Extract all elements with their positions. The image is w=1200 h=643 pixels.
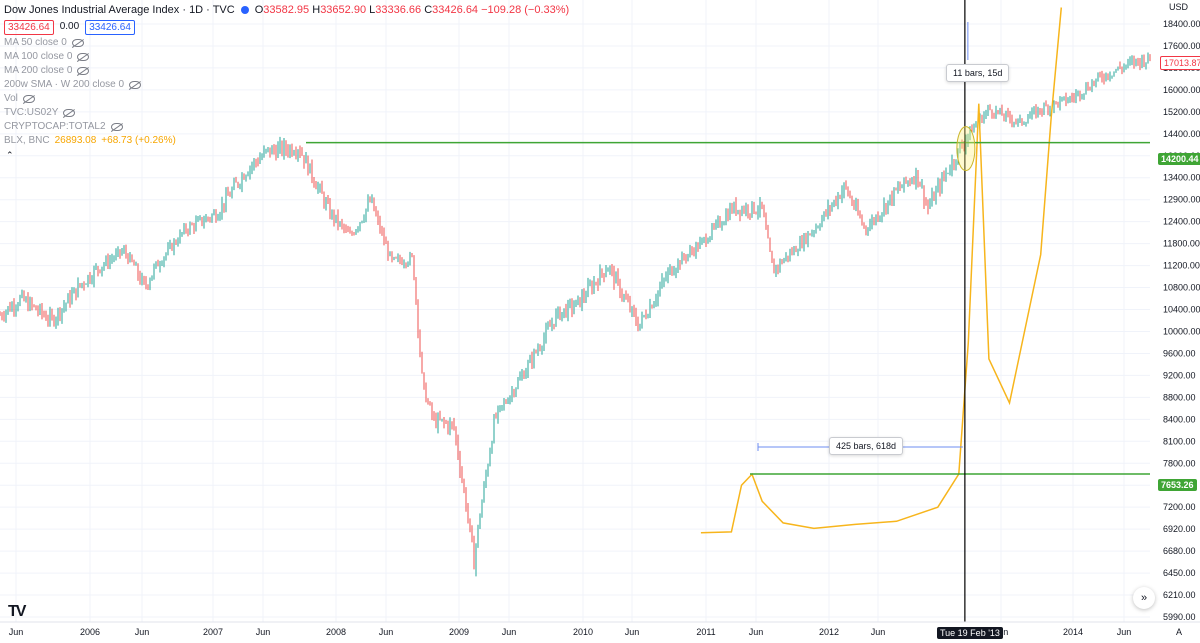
chart-overlay — [306, 0, 1150, 622]
blx-legend-row[interactable]: BLX, BNC 26893.08 +68.73 (+0.26%) — [4, 135, 176, 146]
time-tick-label: 2010 — [573, 627, 593, 637]
time-tick-label: Jun — [135, 627, 150, 637]
indicator-row[interactable]: MA 200 close 0 — [4, 64, 569, 78]
price-tick-label: 7800.00 — [1163, 458, 1196, 468]
highlight-ellipse — [956, 126, 976, 172]
crosshair-date-tag: Tue 19 Feb '13 — [937, 627, 1003, 639]
blx-line — [700, 7, 1063, 534]
indicator-row[interactable]: MA 100 close 0 — [4, 50, 569, 64]
market-status-icon — [240, 5, 249, 14]
price-tick-label: 18400.00 — [1163, 19, 1200, 29]
upper-measure-label: 11 bars, 15d — [946, 64, 1010, 82]
auto-scale-button[interactable]: A — [1176, 627, 1183, 637]
tradingview-logo[interactable]: TV — [8, 603, 27, 620]
price-tick-label: 10400.00 — [1163, 305, 1200, 315]
indicator-row[interactable]: MA 50 close 0 — [4, 36, 569, 50]
time-tick-label: Jun — [625, 627, 640, 637]
eye-hidden-icon[interactable] — [77, 53, 90, 61]
time-tick-label: 2008 — [326, 627, 346, 637]
time-tick-label: Jun — [379, 627, 394, 637]
time-tick-label: Jun — [9, 627, 24, 637]
ohlc-values: O33582.95 H33652.90 L33336.66 C33426.64 … — [254, 3, 570, 16]
symbol-title[interactable]: Dow Jones Industrial Average Index · 1D … — [4, 3, 235, 16]
price-tick-label: 14400.00 — [1163, 129, 1200, 139]
time-tick-label: Jun — [1117, 627, 1132, 637]
price-tick-label: 6920.00 — [1163, 524, 1196, 534]
indicator-row[interactable]: TVC:US02Y — [4, 106, 569, 120]
legend-title-row: Dow Jones Industrial Average Index · 1D … — [4, 2, 569, 17]
price-tick-label: 9600.00 — [1163, 348, 1196, 358]
eye-hidden-icon[interactable] — [110, 123, 123, 131]
trade-chips: 33426.64 0.00 33426.64 — [4, 20, 569, 35]
time-tick-label: Jun — [502, 627, 517, 637]
eye-hidden-icon[interactable] — [63, 109, 76, 117]
spread-value: 0.00 — [59, 21, 80, 32]
time-tick-label: 2011 — [696, 627, 715, 637]
price-tick-label: 8800.00 — [1163, 392, 1196, 402]
time-tick-label: 2006 — [80, 627, 100, 637]
blx-series — [700, 7, 1063, 534]
price-tick-label: 10000.00 — [1163, 326, 1200, 336]
price-tick-label: 7200.00 — [1163, 502, 1196, 512]
currency-label[interactable]: USD — [1169, 2, 1189, 12]
price-tick-label: 13400.00 — [1163, 173, 1200, 183]
price-tick-label: 9200.00 — [1163, 370, 1196, 380]
indicator-row[interactable]: 200w SMA · W 200 close 0 — [4, 78, 569, 92]
price-tick-label: 5990.00 — [1163, 612, 1196, 622]
price-tick-label: 11800.00 — [1163, 239, 1200, 249]
price-tick-label: 10800.00 — [1163, 283, 1200, 293]
time-tick-label: 2014 — [1063, 627, 1083, 637]
price-tick-label: 17600.00 — [1163, 41, 1200, 51]
price-tick-label: 6680.00 — [1163, 546, 1196, 556]
price-tick-label: 8400.00 — [1163, 414, 1196, 424]
buy-button[interactable]: 33426.64 — [85, 20, 135, 35]
eye-hidden-icon[interactable] — [77, 67, 90, 75]
hline-lower-tag: 7653.26 — [1158, 479, 1197, 491]
time-axis: Jun 2006 Jun 2007 Jun 2008 Jun 2009 Jun 2010 Jun 20… — [0, 621, 1200, 637]
time-tick-label: 2009 — [449, 627, 469, 637]
lower-measure-label: 425 bars, 618d — [829, 437, 904, 455]
time-tick-label: 2012 — [819, 627, 839, 637]
eye-hidden-icon[interactable] — [22, 95, 35, 103]
price-tick-label: 12900.00 — [1163, 195, 1200, 205]
scroll-to-realtime-button[interactable]: » — [1133, 587, 1155, 609]
time-tick-label: Jun — [749, 627, 764, 637]
indicator-row[interactable]: CRYPTOCAP:TOTAL2 — [4, 120, 569, 134]
current-price-tag: 17013.87 — [1160, 56, 1200, 70]
time-tick-label: 2007 — [203, 627, 223, 637]
collapse-legend-icon[interactable]: ⌃ — [6, 150, 14, 160]
price-tick-label: 8100.00 — [1163, 436, 1196, 446]
price-tick-label: 6450.00 — [1163, 568, 1196, 578]
eye-hidden-icon[interactable] — [71, 39, 84, 47]
eye-hidden-icon[interactable] — [129, 81, 142, 89]
price-tick-label: 16000.00 — [1163, 85, 1200, 95]
dow-series — [0, 52, 1151, 577]
chart-grid — [0, 0, 1150, 622]
price-tick-label: 11200.00 — [1163, 261, 1200, 271]
price-tick-label: 12400.00 — [1163, 217, 1200, 227]
price-tick-label: 6210.00 — [1163, 590, 1196, 600]
time-tick-label: Jun — [256, 627, 271, 637]
time-tick-label: Jun — [871, 627, 886, 637]
price-tick-label: 15200.00 — [1163, 107, 1200, 117]
chart-legend: Dow Jones Industrial Average Index · 1D … — [4, 2, 569, 162]
indicator-row[interactable]: Vol — [4, 92, 569, 106]
hline-upper-tag: 14200.44 — [1158, 153, 1200, 165]
sell-button[interactable]: 33426.64 — [4, 20, 54, 35]
